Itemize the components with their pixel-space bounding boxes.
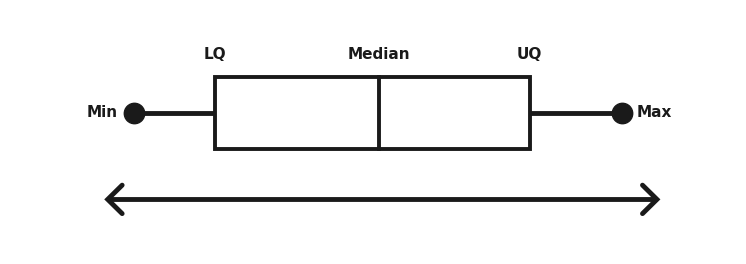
Text: Min: Min <box>87 106 117 120</box>
Text: UQ: UQ <box>517 46 542 62</box>
Point <box>616 111 628 115</box>
Point <box>128 111 140 115</box>
Text: LQ: LQ <box>204 46 226 62</box>
Text: Median: Median <box>348 46 411 62</box>
Text: Max: Max <box>636 106 671 120</box>
Bar <box>215 77 530 149</box>
